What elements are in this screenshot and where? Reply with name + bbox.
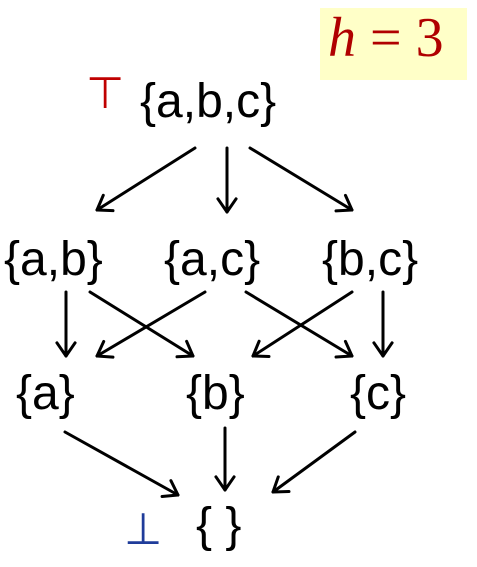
node-abc: {a,b,c} (140, 75, 277, 128)
arrowhead-icon (372, 341, 394, 358)
arrowhead-icon (95, 339, 115, 359)
arrowhead-icon (216, 197, 238, 214)
bottom-symbol: ⊥ (124, 504, 163, 555)
arrowhead-icon (334, 193, 354, 213)
arrowhead-icon (160, 479, 180, 499)
edge-bc-to-c (372, 290, 394, 358)
height-variable: h (328, 7, 356, 69)
edge-a-to-empty (63, 430, 180, 499)
top-symbol: ⊤ (86, 68, 125, 119)
node-a: {a} (16, 367, 75, 420)
node-b: {b} (186, 367, 245, 420)
arrowhead-icon (95, 193, 115, 213)
edge-ab-to-b (88, 290, 195, 359)
arrowhead-icon (55, 341, 77, 358)
edge-line (248, 146, 354, 212)
height-label: h = 3 (328, 10, 444, 66)
edge-b-to-empty (214, 426, 236, 492)
edge-abc-to-ac (216, 146, 238, 214)
edge-line (95, 290, 207, 358)
height-badge (320, 8, 467, 80)
arrowhead-icon (214, 475, 236, 492)
edge-line (63, 430, 180, 497)
arrowhead-icon (251, 339, 271, 358)
edge-line (251, 290, 354, 358)
edge-line (271, 430, 357, 494)
edge-ac-to-a (95, 290, 207, 359)
edge-line (88, 290, 195, 358)
height-value: 3 (415, 7, 444, 69)
node-c: {c} (350, 367, 407, 420)
edge-c-to-empty (271, 430, 357, 494)
node-ac: {a,c} (164, 233, 261, 286)
edge-bc-to-b (251, 290, 354, 358)
node-bc: {b,c} (322, 233, 419, 286)
node-ab: {a,b} (4, 233, 103, 286)
edge-abc-to-bc (248, 146, 354, 213)
arrowhead-icon (334, 339, 354, 359)
edge-line (244, 290, 354, 358)
edge-ab-to-a (55, 290, 77, 358)
edge-ac-to-c (244, 290, 354, 359)
height-equals: = (356, 7, 416, 69)
edge-abc-to-ab (95, 146, 197, 213)
arrowhead-icon (271, 475, 291, 494)
arrowhead-icon (175, 339, 195, 359)
edge-line (95, 146, 197, 212)
node-empty: { } (196, 499, 242, 552)
